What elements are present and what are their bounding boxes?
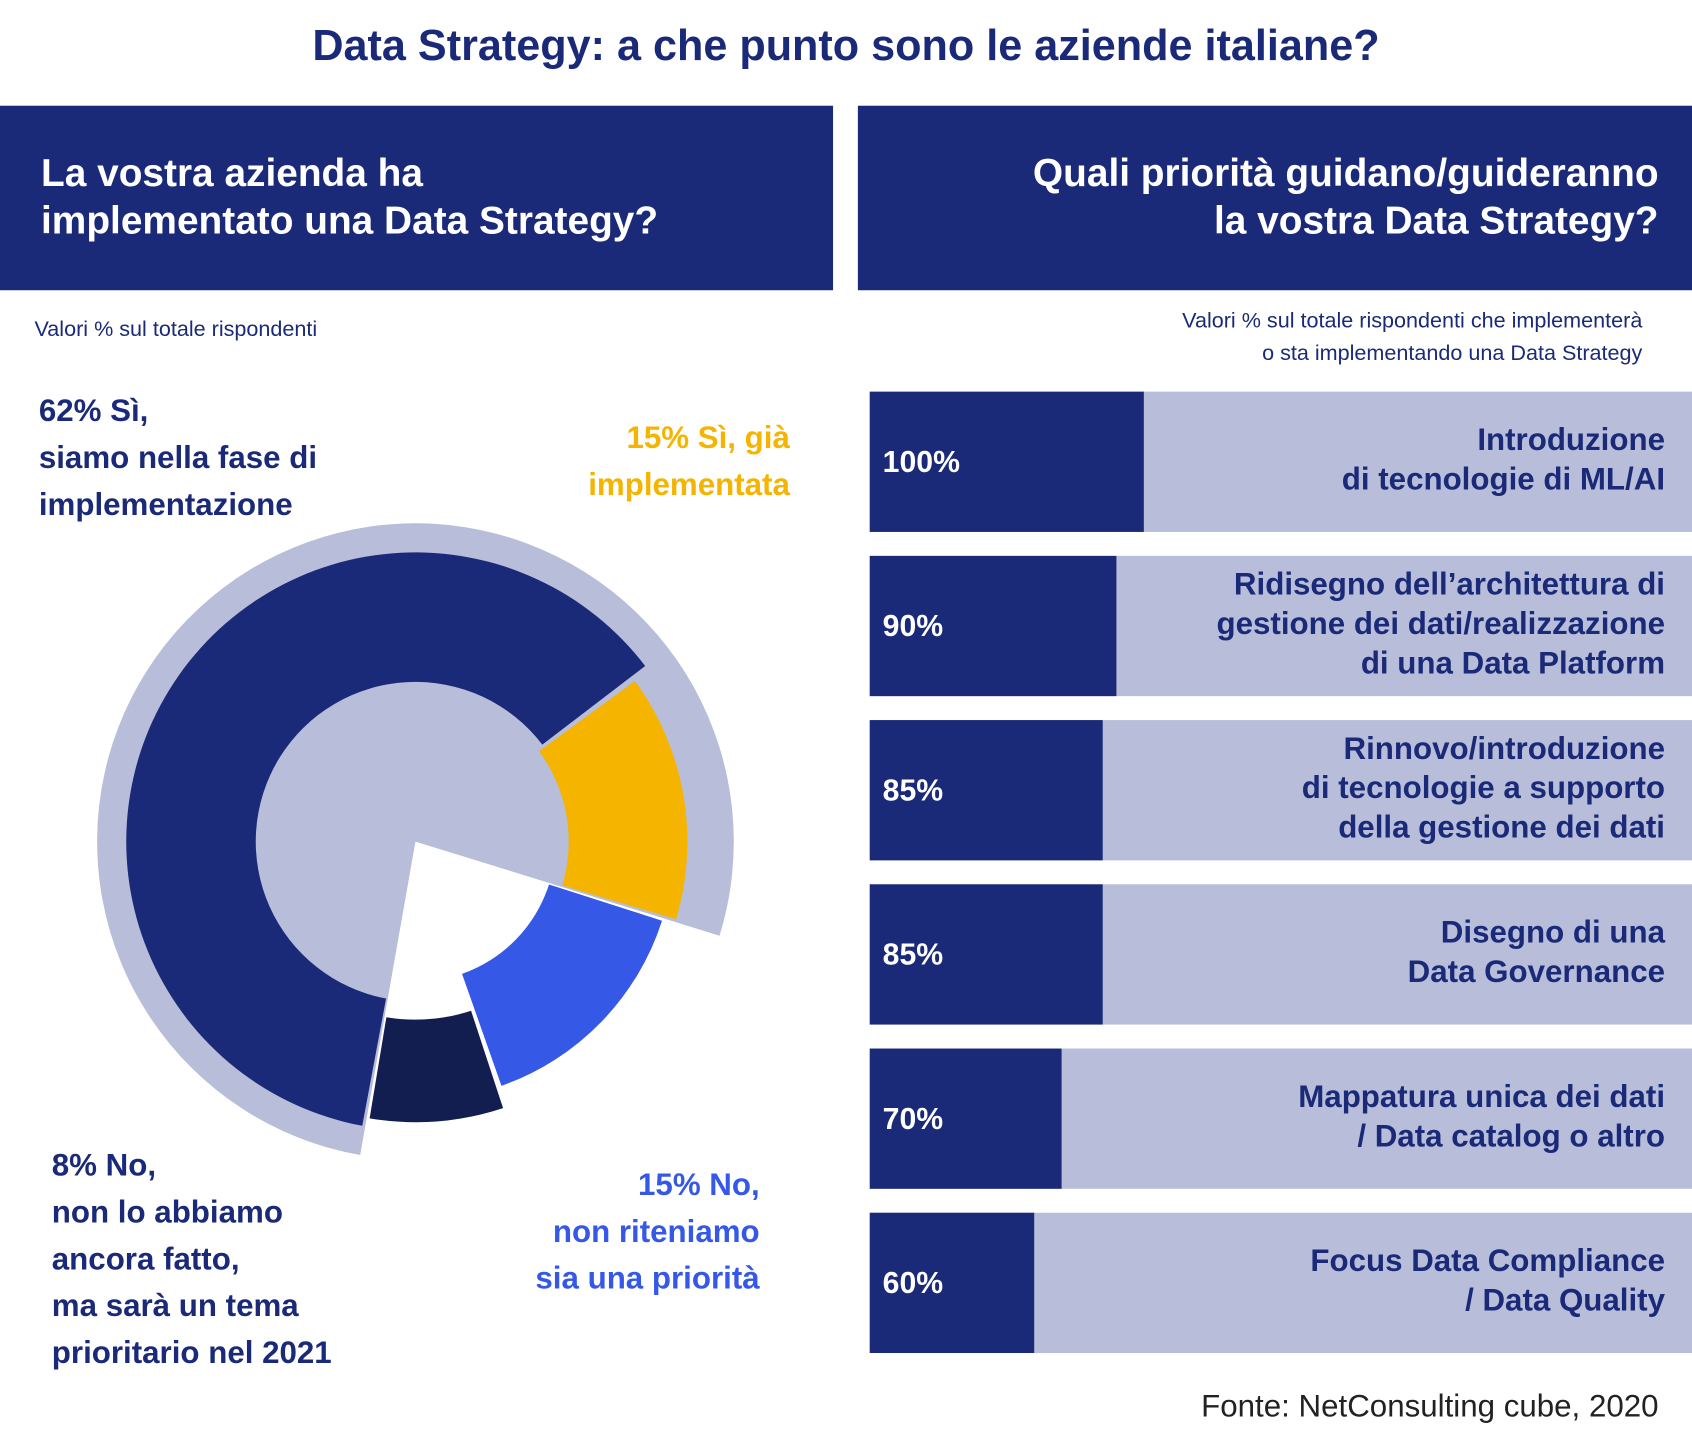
segment-label-line: No,	[709, 1167, 759, 1202]
bar-category-line: Rinnovo/introduzione	[1344, 731, 1665, 766]
segment-value-label: 15%	[626, 420, 689, 455]
donut-segment	[369, 1010, 504, 1123]
segment-label-line: Sì, già	[698, 420, 791, 455]
bar-category: Mappatura unica dei dati / Data catalog o…	[1298, 1079, 1665, 1153]
bar-category-line: Data Governance	[1408, 954, 1665, 989]
bar-value-label: 70%	[883, 1103, 944, 1136]
bar-category-line: di tecnologie di ML/AI	[1342, 462, 1665, 497]
panel-title-line: la vostra Data Strategy?	[1214, 200, 1659, 243]
segment-value-label: 8%	[52, 1148, 97, 1183]
bar-category-line: / Data Quality	[1465, 1283, 1666, 1318]
panel-title: La vostra azienda ha implementato una Dat…	[41, 152, 658, 242]
panel-title-line: Quali priorità guidano/guideranno	[1033, 152, 1659, 195]
bar-category-line: di una Data Platform	[1361, 646, 1665, 681]
panel-title-line: implementato una Data Strategy?	[41, 200, 658, 243]
segment-value-label: 62%	[39, 394, 102, 429]
bar-category-line: Introduzione	[1477, 422, 1665, 457]
right-header	[857, 105, 1692, 291]
panel-subtitle: Valori % sul totale rispondenti che impl…	[1182, 307, 1642, 364]
segment-label-line: implementazione	[39, 487, 293, 522]
bar	[869, 720, 1103, 861]
donut-segment	[126, 552, 646, 1126]
panel-subtitle-line: Valori % sul totale rispondenti che impl…	[1182, 307, 1642, 332]
segment-label-line: non lo abbiamo	[52, 1195, 283, 1230]
panel-subtitle: Valori % sul totale rispondenti	[35, 316, 318, 341]
segment-label-line: ancora fatto,	[52, 1242, 240, 1277]
segment-label-line: non riteniamo	[553, 1214, 760, 1249]
bar-category: Ridisegno dell’architettura di gestione d…	[1217, 567, 1666, 681]
bar-value-label: 85%	[883, 939, 944, 972]
segment-label-line: No,	[106, 1148, 156, 1183]
bar-value-label: 100%	[883, 446, 960, 479]
source: Fonte: NetConsulting cube, 2020	[1201, 1388, 1658, 1423]
panel-title: Quali priorità guidano/guideranno la vost…	[1033, 152, 1659, 242]
panel-subtitle-line: o sta implementando una Data Strategy	[1262, 340, 1642, 365]
bar-category: Rinnovo/introduzione di tecnologie a supp…	[1302, 731, 1665, 845]
bar-value-label: 85%	[883, 774, 944, 807]
donut-segment	[539, 680, 688, 920]
bar	[869, 555, 1117, 697]
bar-category: Introduzione di tecnologie di ML/AI	[1342, 422, 1665, 496]
segment-label-line: implementata	[588, 467, 790, 502]
segment-label: 62% Sì, siamo nella fase di implementazione	[39, 394, 317, 523]
bar-category-line: gestione dei dati/realizzazione	[1217, 606, 1666, 641]
segment-label-line: siamo nella fase di	[39, 440, 317, 475]
segment-value-label: 15%	[638, 1167, 701, 1202]
segment-label: 8% No, non lo abbiamo ancora fatto, ma sarà …	[52, 1148, 332, 1371]
segment-label-line: Sì,	[110, 394, 148, 429]
panel-title-line: La vostra azienda ha	[41, 152, 423, 195]
bar-category: Disegno di una Data Governance	[1408, 915, 1666, 989]
bar-category-line: Focus Data Compliance	[1310, 1243, 1665, 1278]
bar	[869, 1212, 1035, 1353]
panel-subtitle-line: Valori % sul totale rispondenti	[35, 316, 318, 341]
segment-label: 15% Sì, già implementata	[588, 420, 790, 502]
bar-category-line: Mappatura unica dei dati	[1298, 1079, 1665, 1114]
bar	[869, 391, 1144, 532]
segment-label-line: prioritario nel 2021	[52, 1335, 332, 1370]
bar-category-line: della gestione dei dati	[1338, 810, 1665, 845]
left-header	[0, 105, 834, 291]
bar-category-line: di tecnologie a supporto	[1302, 770, 1665, 805]
bar-category-line: Disegno di una	[1441, 915, 1666, 950]
bar-category-line: Ridisegno dell’architettura di	[1234, 567, 1665, 602]
segment-label-line: ma sarà un tema	[52, 1288, 300, 1323]
donut-segment	[462, 884, 663, 1086]
bar-category: Focus Data Compliance / Data Quality	[1310, 1243, 1665, 1317]
bar	[869, 1048, 1062, 1189]
segment-label-line: sia una priorità	[535, 1261, 760, 1296]
bar-value-label: 60%	[883, 1267, 944, 1300]
segment-label: 15% No, non riteniamo sia una priorità	[535, 1167, 760, 1296]
page-title: Data Strategy: a che punto sono le azien…	[312, 22, 1379, 70]
bar-value-label: 90%	[883, 610, 944, 643]
bar-category-line: / Data catalog o altro	[1357, 1119, 1665, 1154]
bar	[869, 884, 1103, 1025]
